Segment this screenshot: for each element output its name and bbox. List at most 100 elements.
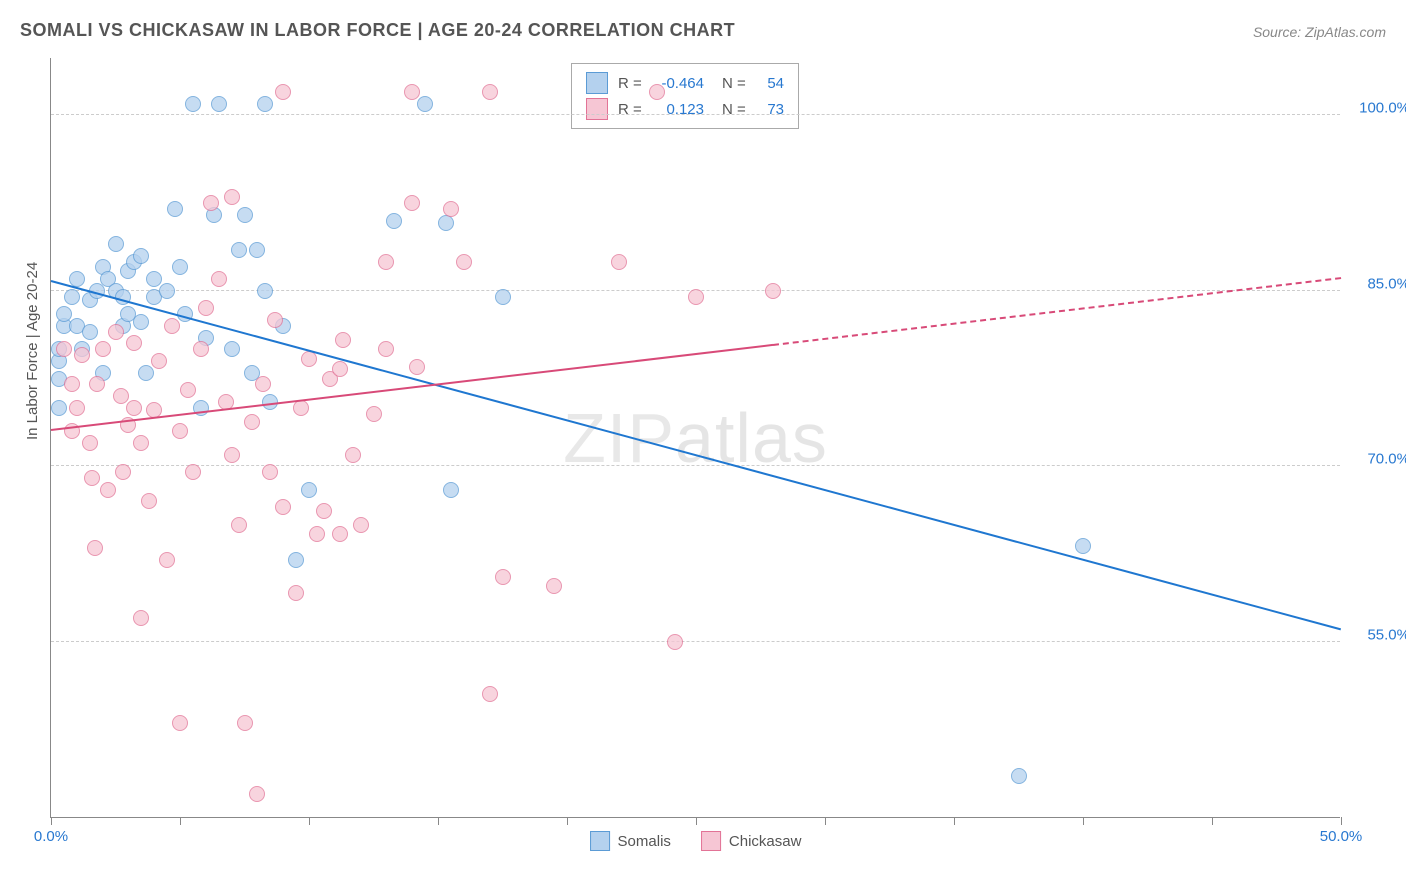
x-tick-label: 50.0% [1320, 828, 1363, 845]
data-point [262, 464, 278, 480]
data-point [417, 96, 433, 112]
x-tick [1341, 817, 1342, 825]
data-point [231, 517, 247, 533]
data-point [224, 447, 240, 463]
data-point [51, 400, 67, 416]
y-tick-label: 100.0% [1350, 100, 1406, 117]
data-point [288, 585, 304, 601]
data-point [167, 201, 183, 217]
data-point [366, 406, 382, 422]
data-point [231, 242, 247, 258]
data-point [172, 423, 188, 439]
n-label: N = [722, 75, 748, 92]
x-tick-label: 0.0% [34, 828, 68, 845]
x-tick [1083, 817, 1084, 825]
data-point [224, 341, 240, 357]
data-point [159, 552, 175, 568]
legend-swatch [586, 72, 608, 94]
data-point [378, 341, 394, 357]
legend-item: Somalis [590, 831, 671, 851]
data-point [74, 347, 90, 363]
gridline [51, 114, 1340, 115]
y-tick-label: 70.0% [1350, 451, 1406, 468]
data-point [378, 254, 394, 270]
data-point [409, 359, 425, 375]
data-point [172, 715, 188, 731]
data-point [255, 376, 271, 392]
data-point [133, 610, 149, 626]
data-point [82, 324, 98, 340]
x-tick [825, 817, 826, 825]
data-point [56, 341, 72, 357]
data-point [64, 376, 80, 392]
data-point [244, 414, 260, 430]
data-point [267, 312, 283, 328]
y-tick-label: 85.0% [1350, 275, 1406, 292]
data-point [443, 201, 459, 217]
data-point [482, 686, 498, 702]
x-tick [180, 817, 181, 825]
data-point [203, 195, 219, 211]
data-point [309, 526, 325, 542]
y-tick-label: 55.0% [1350, 626, 1406, 643]
data-point [301, 482, 317, 498]
data-point [172, 259, 188, 275]
x-tick [309, 817, 310, 825]
gridline [51, 641, 1340, 642]
data-point [332, 526, 348, 542]
legend-swatch [590, 831, 610, 851]
data-point [126, 400, 142, 416]
data-point [257, 96, 273, 112]
data-point [443, 482, 459, 498]
data-point [224, 189, 240, 205]
data-point [151, 353, 167, 369]
data-point [138, 365, 154, 381]
data-point [198, 300, 214, 316]
data-point [275, 84, 291, 100]
data-point [345, 447, 361, 463]
data-point [69, 400, 85, 416]
data-point [438, 215, 454, 231]
legend-label: Somalis [618, 833, 671, 850]
data-point [332, 361, 348, 377]
data-point [353, 517, 369, 533]
data-point [249, 786, 265, 802]
data-point [1011, 768, 1027, 784]
data-point [249, 242, 265, 258]
data-point [288, 552, 304, 568]
data-point [495, 289, 511, 305]
data-point [56, 306, 72, 322]
data-point [688, 289, 704, 305]
data-point [765, 283, 781, 299]
series-legend: SomalisChickasaw [590, 831, 802, 851]
data-point [133, 248, 149, 264]
data-point [133, 435, 149, 451]
data-point [211, 96, 227, 112]
data-point [237, 207, 253, 223]
legend-swatch [701, 831, 721, 851]
data-point [185, 96, 201, 112]
data-point [108, 324, 124, 340]
data-point [159, 283, 175, 299]
plot-area: ZIPatlas R =-0.464N =54R =0.123N =73 Som… [50, 58, 1340, 818]
data-point [386, 213, 402, 229]
data-point [115, 464, 131, 480]
data-point [546, 578, 562, 594]
data-point [126, 335, 142, 351]
data-point [82, 435, 98, 451]
data-point [180, 382, 196, 398]
x-tick [51, 817, 52, 825]
trendline [51, 280, 1342, 630]
r-label: R = [618, 75, 644, 92]
data-point [64, 289, 80, 305]
data-point [89, 376, 105, 392]
data-point [164, 318, 180, 334]
data-point [113, 388, 129, 404]
y-axis-label: In Labor Force | Age 20-24 [24, 262, 41, 440]
x-tick [567, 817, 568, 825]
data-point [456, 254, 472, 270]
x-tick [954, 817, 955, 825]
correlation-legend: R =-0.464N =54R =0.123N =73 [571, 63, 799, 129]
data-point [108, 236, 124, 252]
x-tick [1212, 817, 1213, 825]
